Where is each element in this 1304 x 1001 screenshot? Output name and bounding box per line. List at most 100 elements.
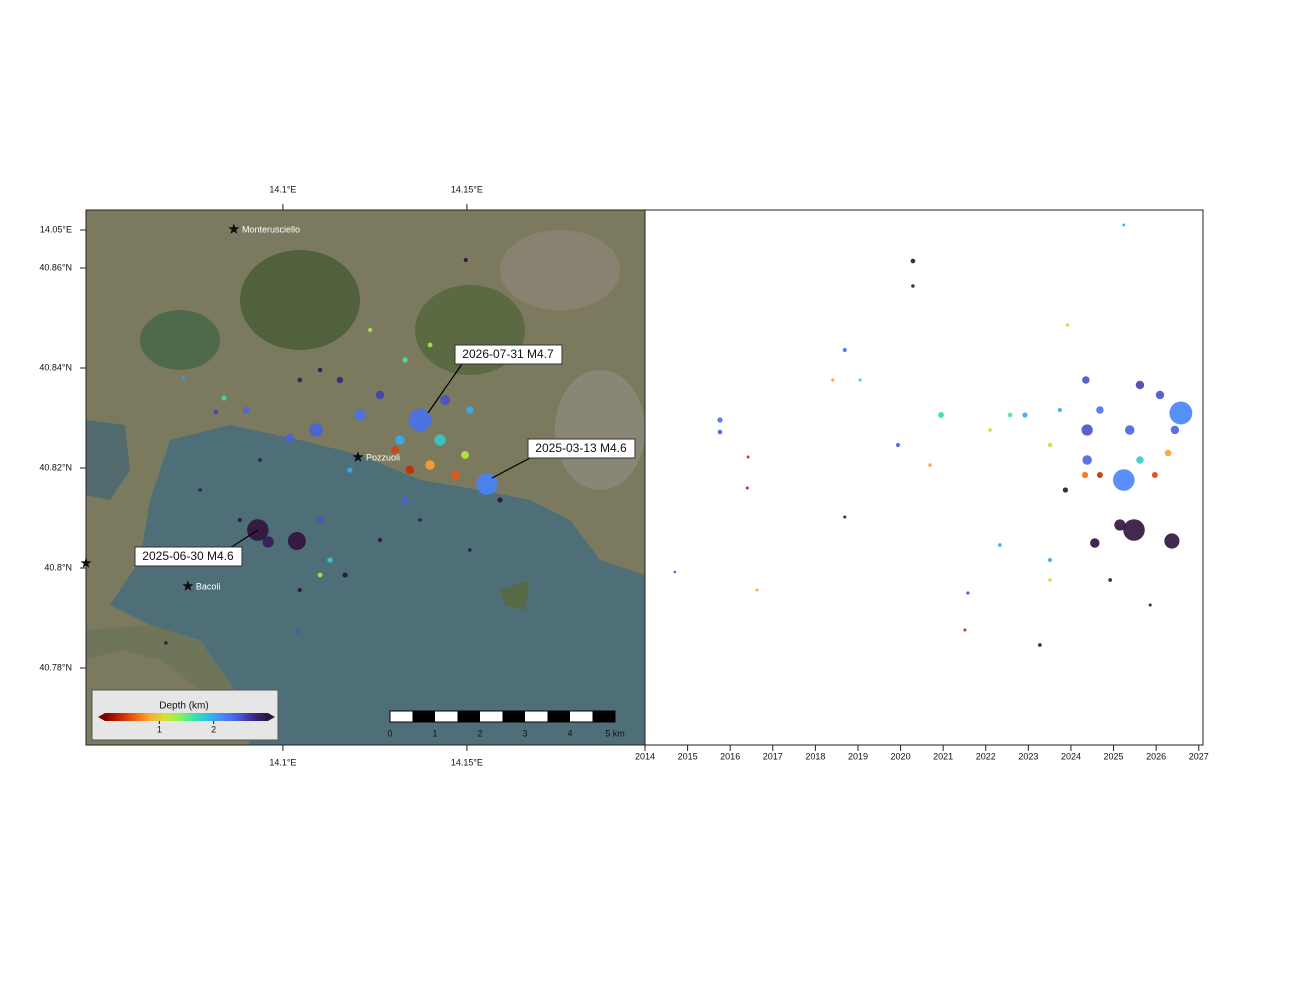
event [408, 408, 432, 432]
x-tick-label: 2020 [891, 751, 911, 761]
event [1082, 455, 1092, 465]
event [746, 455, 750, 459]
event [347, 467, 353, 473]
event [988, 428, 992, 432]
event [164, 641, 168, 645]
annotation: 2025-06-30 M4.6 [142, 549, 234, 563]
x-tick-label: 14.1°E [269, 184, 296, 194]
annotation-box [454, 344, 563, 365]
colorbar-extend [98, 713, 105, 721]
scale-bar-segment [592, 711, 615, 722]
event [317, 367, 323, 373]
event [1169, 401, 1193, 425]
places: ★ ★ Monterusciello★ Pozzuoli★ Bacoli [80, 222, 400, 594]
event [1114, 519, 1126, 531]
colorbar-bar [105, 713, 268, 721]
event [1151, 472, 1158, 478]
y-tick-label: 40.78°N [39, 662, 72, 672]
event [213, 409, 219, 415]
colorbar-extend [268, 713, 275, 721]
event [1136, 456, 1144, 464]
event [434, 434, 446, 446]
event [377, 537, 383, 543]
event [1047, 442, 1053, 448]
leader-line [229, 529, 259, 549]
event [181, 376, 186, 380]
event [895, 442, 901, 448]
scale-bar-label: 4 [567, 728, 572, 738]
event [1007, 412, 1013, 418]
y-tick-label: 40.82°N [39, 462, 72, 472]
event [1048, 557, 1053, 563]
scale-bar: 0 1 2 3 4 5 km [387, 710, 625, 738]
x-tick-label: 14.15°E [451, 757, 483, 767]
event [336, 376, 344, 384]
event [1096, 472, 1103, 478]
x-tick-label: 2018 [805, 751, 825, 761]
event [368, 327, 373, 333]
x-tick-label: 2017 [763, 751, 783, 761]
star: ★ [353, 450, 364, 464]
annotation: 2025-03-13 M4.6 [535, 441, 627, 455]
event [963, 628, 967, 632]
event [966, 591, 970, 595]
event [450, 470, 460, 480]
event [395, 435, 405, 445]
x-tick-label: 14.15°E [451, 184, 483, 194]
event [843, 515, 847, 519]
annotation: 2026-07-31 M4.7 [462, 347, 554, 361]
event [1096, 406, 1104, 414]
event [317, 572, 323, 578]
event [427, 342, 433, 348]
event [1124, 425, 1135, 435]
event [285, 433, 295, 443]
scale-bar-label: 3 [522, 728, 527, 738]
place-label: Pozzuoli [366, 452, 400, 462]
event [237, 517, 242, 523]
event [287, 531, 306, 551]
event [297, 377, 303, 383]
event [1112, 469, 1135, 491]
event [258, 458, 262, 462]
colorbar-tick-label: 1 [157, 724, 162, 734]
star: ★ [183, 579, 194, 593]
event [1081, 471, 1089, 479]
scale-bar-segment [457, 711, 480, 722]
map-points [164, 257, 503, 645]
x-tick-label: 2027 [1189, 751, 1209, 761]
event [327, 557, 333, 563]
leader-line [427, 363, 463, 414]
event [1022, 412, 1028, 418]
event [842, 347, 847, 353]
event [497, 497, 503, 503]
event [1135, 380, 1145, 390]
x-tick-label: 2016 [720, 751, 740, 761]
annotation-box [527, 438, 636, 459]
event [1038, 643, 1042, 647]
map-background [86, 210, 645, 745]
event [198, 488, 202, 492]
scale-bar-label: 0 [387, 728, 392, 738]
x-tick-label: 2023 [1018, 751, 1038, 761]
leader-line [491, 457, 531, 479]
y-tick-label: 14.05°E [40, 224, 72, 234]
x-tick-label: 2026 [1146, 751, 1166, 761]
event [316, 516, 324, 524]
event [401, 496, 409, 504]
event [309, 423, 323, 437]
event [755, 588, 759, 592]
x-tick-label: 2015 [678, 751, 698, 761]
event [1065, 323, 1070, 327]
x-tick-label: 2021 [933, 751, 953, 761]
x-tick-label: 2019 [848, 751, 868, 761]
event [1170, 425, 1180, 435]
scale-bar-label: 5 km [605, 728, 625, 738]
scale-bar-label: 2 [477, 728, 482, 738]
event [1164, 533, 1180, 549]
event [938, 412, 944, 418]
x-tick-label: 2022 [976, 751, 996, 761]
event [1155, 390, 1165, 400]
